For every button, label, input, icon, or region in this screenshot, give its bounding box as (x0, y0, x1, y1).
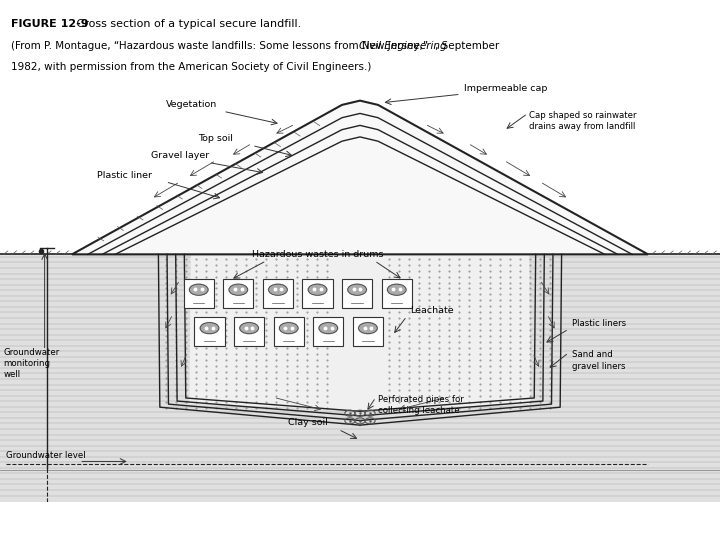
Text: Leachate: Leachate (410, 306, 454, 315)
Bar (184, 279, 214, 308)
Text: Impermeable cap: Impermeable cap (464, 84, 548, 93)
Polygon shape (72, 100, 648, 254)
Circle shape (229, 284, 248, 295)
Circle shape (387, 284, 406, 295)
Text: Plastic liners: Plastic liners (572, 319, 626, 328)
Text: Vegetation: Vegetation (166, 100, 217, 109)
Text: Clay soil: Clay soil (288, 418, 328, 427)
Text: , September: , September (435, 41, 499, 51)
Bar (342, 279, 372, 308)
Text: Basic Environmental Technology, Sixth Edition: Basic Environmental Technology, Sixth Ed… (216, 508, 393, 517)
Text: ALWAYS LEARNING: ALWAYS LEARNING (4, 515, 128, 528)
Circle shape (189, 284, 208, 295)
Text: Cross section of a typical secure landfill.: Cross section of a typical secure landfi… (66, 19, 302, 29)
Text: All Rights Reserved: All Rights Reserved (454, 525, 528, 534)
Bar (194, 317, 225, 346)
Text: Gravel layer: Gravel layer (151, 151, 210, 160)
Polygon shape (0, 254, 720, 502)
Circle shape (348, 284, 366, 295)
Circle shape (200, 322, 219, 334)
Circle shape (308, 284, 327, 295)
Circle shape (279, 322, 298, 334)
Bar (353, 317, 383, 346)
Bar (313, 317, 343, 346)
Bar (302, 279, 333, 308)
Text: 1982, with permission from the American Society of Civil Engineers.): 1982, with permission from the American … (11, 62, 372, 71)
Bar (263, 279, 293, 308)
Text: Civil Engineering: Civil Engineering (359, 41, 446, 51)
Circle shape (269, 284, 287, 295)
Bar (382, 279, 412, 308)
Circle shape (359, 322, 377, 334)
Bar (234, 317, 264, 346)
Text: Groundwater
monitoring
well: Groundwater monitoring well (4, 348, 60, 380)
Text: FIGURE 12-9: FIGURE 12-9 (11, 19, 89, 29)
Text: Plastic liner: Plastic liner (97, 171, 152, 180)
Circle shape (240, 322, 258, 334)
Text: Top soil: Top soil (198, 134, 233, 143)
Bar (223, 279, 253, 308)
Text: PEARSON: PEARSON (611, 512, 713, 530)
Text: Hazardous wastes in drums: Hazardous wastes in drums (252, 249, 384, 259)
Text: Jerry A. Nathanson | Richard A. Schneider: Jerry A. Nathanson | Richard A. Schneide… (216, 525, 375, 534)
Polygon shape (189, 254, 531, 410)
Text: Perforated pipes for
collecting leachate: Perforated pipes for collecting leachate (378, 395, 464, 415)
Text: Sand and
gravel liners: Sand and gravel liners (572, 350, 626, 370)
Circle shape (319, 322, 338, 334)
Text: (From P. Montague, “Hazardous waste landfills: Some lessons from New Jersey,”: (From P. Montague, “Hazardous waste land… (11, 41, 431, 51)
Text: Groundwater level: Groundwater level (6, 451, 86, 460)
Text: Copyright © 2015 by Pearson Education, Inc.: Copyright © 2015 by Pearson Education, I… (454, 508, 626, 517)
Bar (274, 317, 304, 346)
Text: Cap shaped so rainwater
drains away from landfill: Cap shaped so rainwater drains away from… (529, 111, 636, 131)
